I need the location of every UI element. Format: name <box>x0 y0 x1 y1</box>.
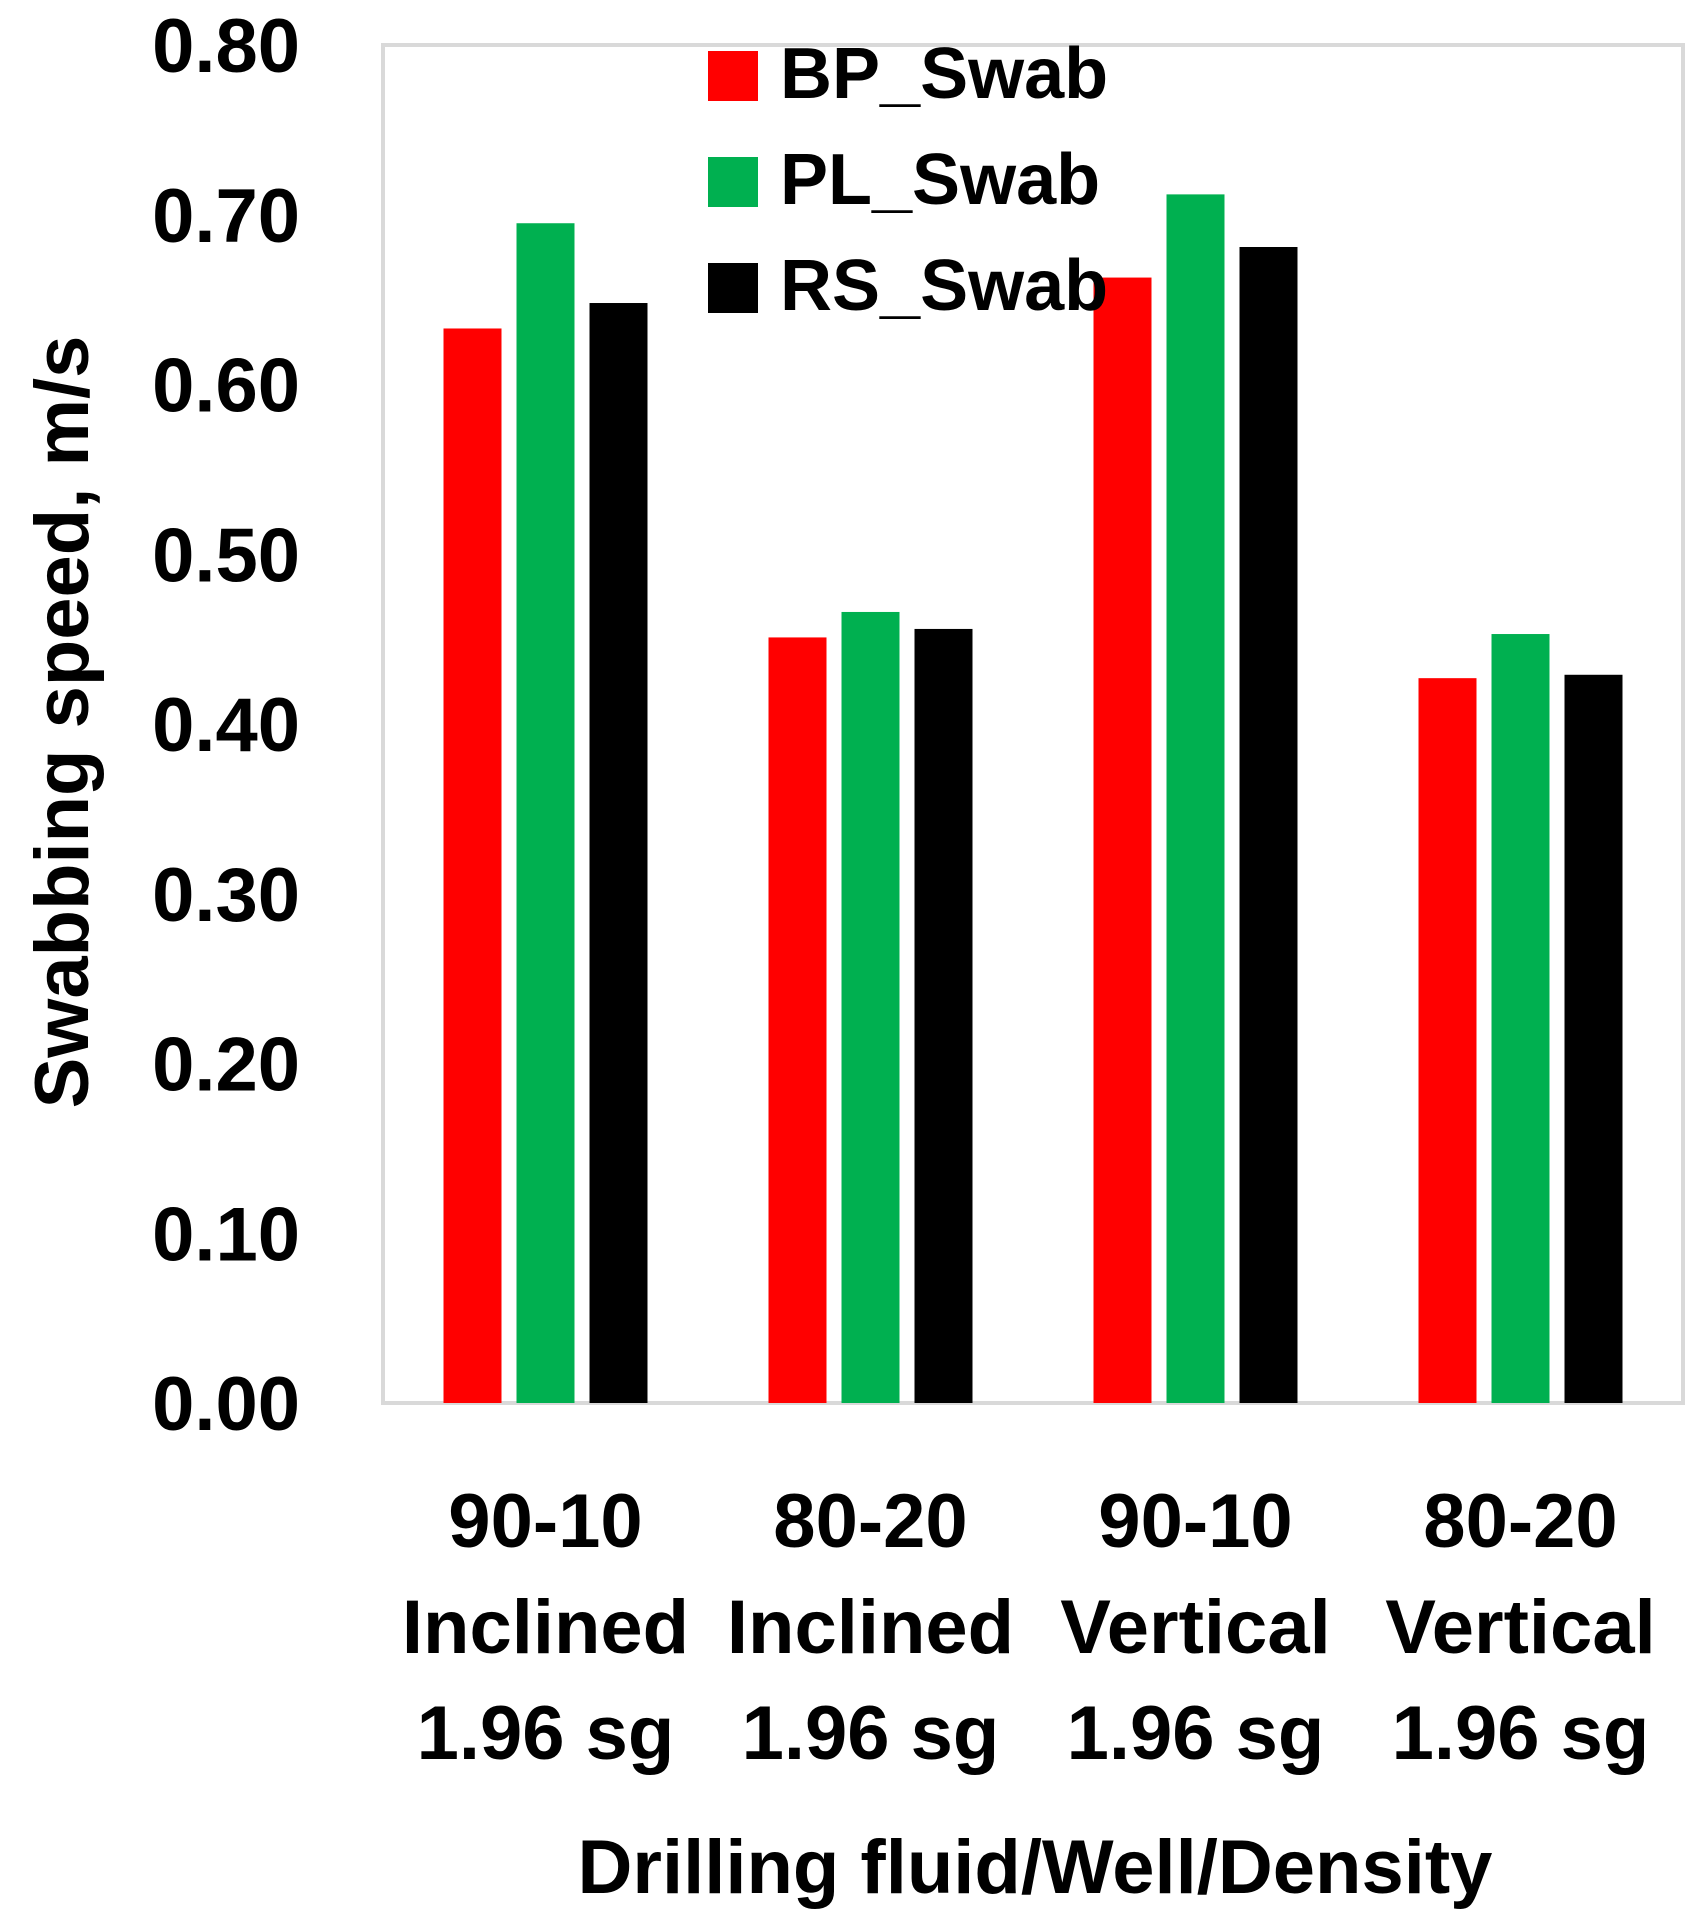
bar-pl-swab-2 <box>841 611 900 1403</box>
y-tick-label: 0.10 <box>152 1192 300 1277</box>
y-tick-label: 0.70 <box>152 174 300 259</box>
bar-bp-swab-3 <box>1093 277 1152 1403</box>
bar-bp-swab-1 <box>443 328 502 1403</box>
bar-bp-swab-2 <box>768 637 827 1403</box>
x-category-label-1-line-3: 1.96 sg <box>417 1691 675 1776</box>
x-category-label-1-line-1: 90-10 <box>448 1479 642 1564</box>
bar-pl-swab-4 <box>1491 634 1550 1403</box>
legend-label-bp-swab: BP_Swab <box>780 34 1108 114</box>
x-category-label-1-line-2: Inclined <box>402 1585 689 1670</box>
legend: BP_Swab PL_Swab RS_Swab <box>708 34 1108 326</box>
x-category-label-2-line-3: 1.96 sg <box>742 1691 1000 1776</box>
x-category-label-2-line-2: Inclined <box>727 1585 1014 1670</box>
legend-swatch-pl-swab <box>708 157 758 207</box>
x-category-label-3-line-3: 1.96 sg <box>1067 1691 1325 1776</box>
bar-rs-swab-3 <box>1239 247 1298 1404</box>
bars-group <box>443 194 1623 1404</box>
y-axis-title: Swabbing speed, m/s <box>20 336 105 1109</box>
y-tick-label: 0.30 <box>152 853 300 938</box>
bar-pl-swab-1 <box>516 223 575 1403</box>
x-category-label-2-line-1: 80-20 <box>773 1479 967 1564</box>
bar-rs-swab-2 <box>914 628 973 1403</box>
legend-label-pl-swab: PL_Swab <box>780 140 1100 220</box>
x-category-label-4-line-1: 80-20 <box>1423 1479 1617 1564</box>
y-tick-label: 0.00 <box>152 1362 300 1447</box>
bar-pl-swab-3 <box>1166 194 1225 1403</box>
legend-label-rs-swab: RS_Swab <box>780 246 1108 326</box>
y-tick-label: 0.50 <box>152 513 300 598</box>
legend-swatch-bp-swab <box>708 51 758 101</box>
x-category-label-4-line-2: Vertical <box>1385 1585 1655 1670</box>
x-category-label-3-line-2: Vertical <box>1060 1585 1330 1670</box>
y-axis-ticks: 0.00 0.10 0.20 0.30 0.40 0.50 0.60 0.70 0.80 <box>152 4 300 1447</box>
y-tick-label: 0.80 <box>152 4 300 89</box>
y-tick-label: 0.20 <box>152 1023 300 1108</box>
x-category-label-3-line-1: 90-10 <box>1098 1479 1292 1564</box>
bar-rs-swab-4 <box>1564 674 1623 1403</box>
y-tick-label: 0.40 <box>152 683 300 768</box>
bar-bp-swab-4 <box>1418 678 1477 1403</box>
x-axis-title: Drilling fluid/Well/Density <box>578 1825 1493 1910</box>
bar-rs-swab-1 <box>589 303 648 1403</box>
x-axis-categories: 90-10 Inclined 1.96 sg 80-20 Inclined 1.96 sg… <box>402 1479 1656 1776</box>
x-category-label-4-line-3: 1.96 sg <box>1392 1691 1650 1776</box>
plot-area-frame <box>381 43 1685 1405</box>
y-tick-label: 0.60 <box>152 344 300 429</box>
legend-swatch-rs-swab <box>708 263 758 313</box>
